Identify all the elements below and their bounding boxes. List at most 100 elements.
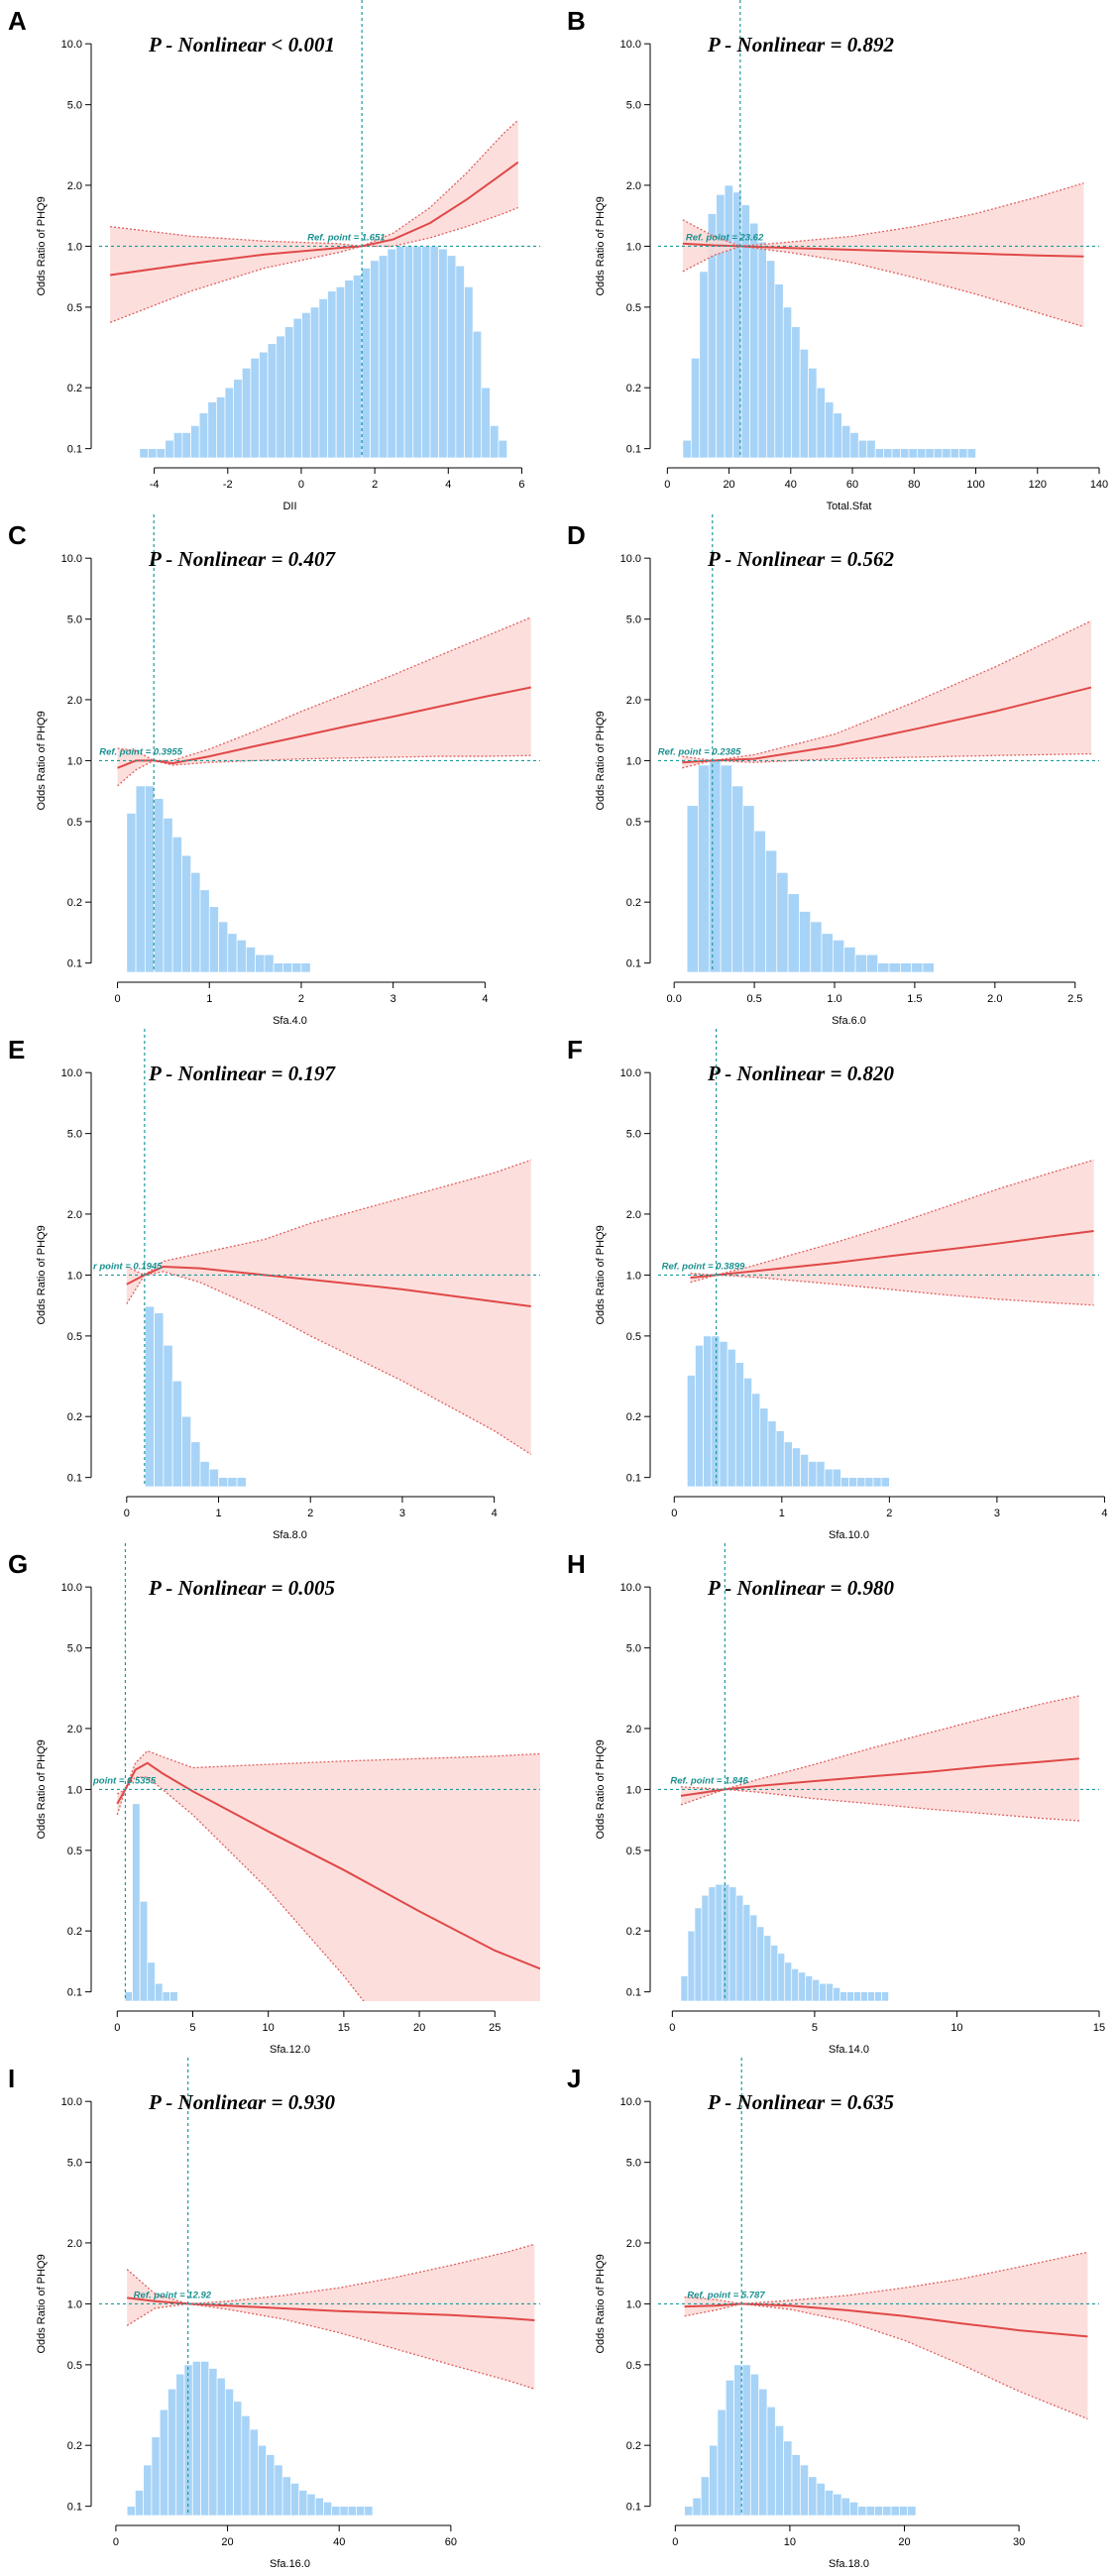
reference-point-label: Ref. point = 23.62 — [686, 232, 764, 243]
x-axis-label: Sfa.14.0 — [829, 2044, 869, 2056]
histogram-bar — [171, 837, 182, 972]
histogram-bar — [860, 1991, 868, 2001]
odds-ratio-curve — [690, 1230, 1094, 1280]
histogram-bar — [877, 962, 890, 972]
histogram-bar — [840, 1477, 849, 1487]
histogram-bar — [808, 368, 818, 458]
histogram-bar — [792, 1447, 801, 1487]
y-tick-label: 2.0 — [67, 695, 82, 707]
y-tick-label: 0.1 — [626, 444, 641, 456]
x-tick-label: 40 — [333, 2536, 345, 2548]
histogram-bar — [339, 2506, 349, 2516]
histogram-bar — [888, 962, 901, 972]
histogram-bar — [429, 246, 439, 458]
ci-upper-line — [682, 182, 1084, 248]
reference-point-label: Ref. point = 1.651 — [307, 232, 385, 243]
reference-point-label: Ref. point = 0.3955 — [99, 746, 182, 757]
odds-ratio-curve — [127, 2296, 535, 2321]
reference-point-label: Ref. point = 0.2385 — [658, 746, 741, 757]
histogram-bar — [124, 1991, 133, 2001]
y-tick-label: 0.5 — [626, 1846, 641, 1857]
histogram-bar — [867, 1991, 875, 2001]
y-axis-label: Odds Ratio of PHQ9 — [595, 196, 607, 295]
histogram-bar — [774, 283, 784, 458]
p-nonlinear-text: P - Nonlinear = 0.005 — [148, 1576, 335, 1600]
histogram-bar — [216, 396, 226, 458]
histogram-bar — [208, 906, 219, 972]
y-tick-label: 0.5 — [67, 1846, 82, 1857]
x-tick-label: 2 — [307, 1508, 313, 1519]
histogram-bar — [181, 432, 191, 458]
histogram-bar — [812, 1978, 821, 2001]
histogram-bar — [720, 764, 732, 972]
histogram-bar — [833, 940, 845, 972]
x-tick-label: 1 — [215, 1508, 221, 1519]
histogram-bar — [907, 2506, 917, 2516]
y-tick-label: 10.0 — [61, 2096, 82, 2108]
histogram-bar — [245, 947, 256, 972]
y-tick-label: 2.0 — [626, 1724, 641, 1736]
histogram-bar — [787, 893, 800, 972]
x-tick-label: 6 — [518, 479, 524, 491]
histogram-bar — [882, 2506, 892, 2516]
x-axis-label: Sfa.8.0 — [273, 1529, 307, 1541]
y-tick-label: 0.5 — [626, 1331, 641, 1343]
y-tick-label: 0.2 — [67, 2440, 82, 2452]
histogram-bar — [387, 248, 396, 458]
x-tick-label: 5 — [189, 2022, 195, 2034]
plot-area — [682, 619, 1092, 972]
histogram-bar — [172, 432, 183, 458]
y-tick-label: 5.0 — [67, 2158, 82, 2170]
histogram-bar — [163, 1344, 173, 1487]
histogram-bar — [139, 1900, 149, 2001]
y-tick-label: 0.2 — [67, 897, 82, 909]
histogram-bar — [856, 1477, 866, 1487]
x-tick-label: 2 — [298, 993, 304, 1005]
panel-label: E — [8, 1035, 25, 1064]
plot-area — [116, 1749, 540, 2001]
histogram-bar — [438, 248, 448, 458]
histogram-bar — [276, 335, 285, 458]
ci-lower-line — [126, 1271, 532, 1455]
histogram-bar — [169, 1991, 178, 2001]
ci-lower-line — [680, 1788, 1079, 1822]
histogram-bar — [791, 2454, 801, 2516]
histogram-bar — [849, 432, 859, 458]
histogram-bar — [181, 854, 192, 972]
y-tick-label: 0.1 — [67, 1987, 82, 1999]
histogram-bar — [132, 1803, 141, 2001]
histogram-bar — [701, 1894, 710, 2001]
x-tick-label: 0 — [298, 479, 304, 491]
histogram-bar — [865, 2506, 875, 2516]
histogram-bar — [911, 962, 924, 972]
histogram-bar — [680, 1975, 689, 2001]
histogram-bar — [749, 1914, 758, 2001]
y-tick-label: 1.0 — [626, 2298, 641, 2310]
y-axis-label: Odds Ratio of PHQ9 — [36, 196, 48, 295]
histogram-bar — [800, 1454, 810, 1487]
x-axis-label: Sfa.18.0 — [829, 2558, 869, 2570]
histogram-bar — [292, 317, 302, 458]
histogram-bar — [181, 1415, 192, 1487]
y-axis-label: Odds Ratio of PHQ9 — [595, 711, 607, 810]
histogram-bar — [709, 2444, 719, 2516]
histogram-bar — [159, 2408, 168, 2516]
histogram-bar — [175, 2373, 185, 2516]
histogram-bar — [403, 246, 414, 458]
histogram-bar — [692, 2497, 702, 2516]
histogram-bar — [742, 805, 755, 972]
y-tick-label: 0.1 — [67, 2502, 82, 2514]
spline-chart-i: 0.1 0.2 0.5 1.0 2.0 5.0 10.0 0 20 40 60 Sfa.16.0 Odd… — [8, 2058, 540, 2570]
histogram-bar — [163, 818, 173, 972]
plot-area — [686, 1159, 1094, 1487]
histogram-bar — [249, 2428, 259, 2516]
x-axis-label: DII — [282, 501, 296, 512]
histogram-bar — [782, 306, 793, 458]
confidence-band — [690, 1160, 1094, 1305]
plot-area — [682, 182, 1084, 458]
y-axis-label: Odds Ratio of PHQ9 — [36, 2254, 48, 2353]
histogram-bar — [264, 953, 275, 972]
ci-upper-line — [682, 619, 1092, 762]
histogram-bar — [274, 2464, 283, 2516]
y-tick-label: 0.5 — [67, 817, 82, 829]
